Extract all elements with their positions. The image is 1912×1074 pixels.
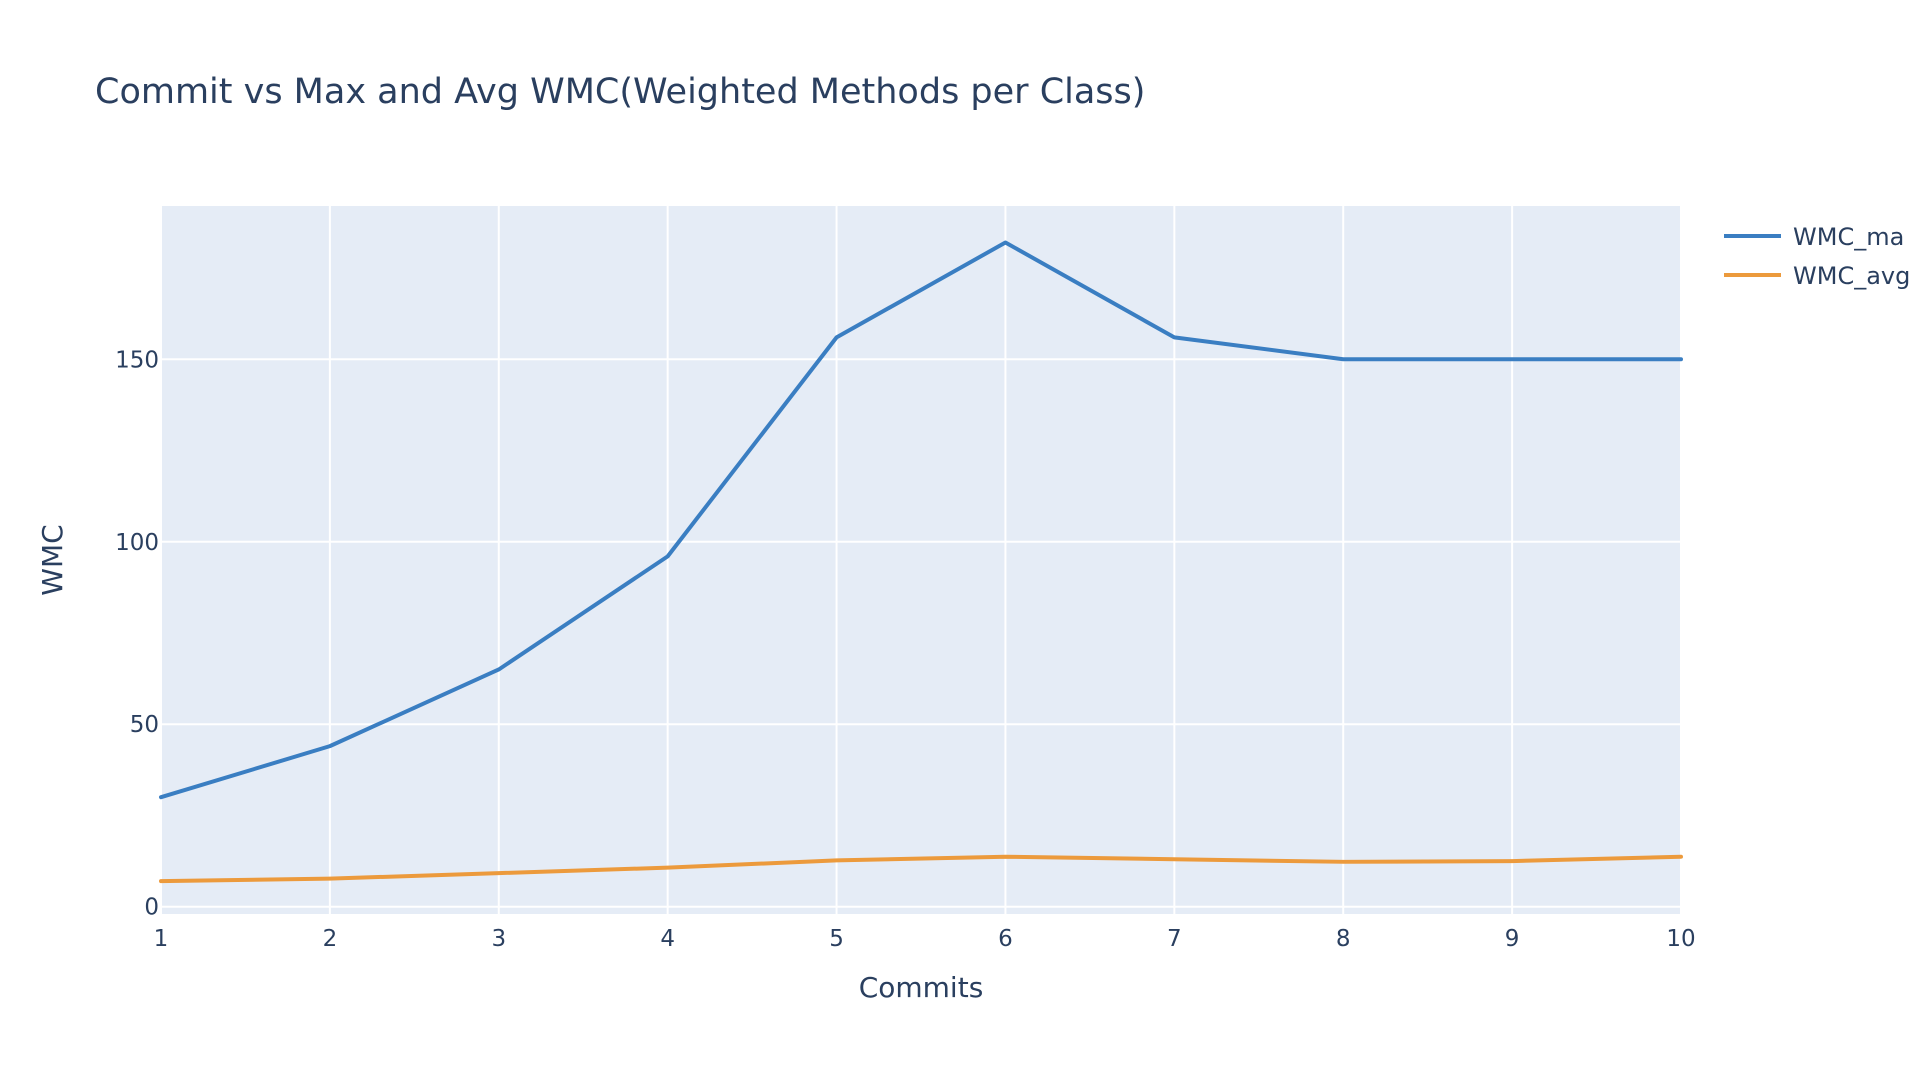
x-tick-label: 10 — [1666, 926, 1695, 952]
y-axis-ticks: 0 50 100 150 — [115, 347, 159, 920]
y-tick-label: 50 — [130, 712, 159, 738]
x-tick-label: 4 — [660, 926, 675, 952]
x-axis-title: Commits — [859, 971, 984, 1004]
series-layer — [159, 240, 1683, 884]
series-line-wmc-max — [159, 240, 1683, 800]
y-tick-label: 100 — [115, 530, 159, 556]
y-tick-label: 150 — [115, 347, 159, 373]
x-tick-label: 6 — [998, 926, 1013, 952]
x-tick-label: 5 — [829, 926, 844, 952]
x-tick-label: 1 — [154, 926, 169, 952]
plot-area — [161, 206, 1681, 914]
y-tick-label: 0 — [144, 895, 159, 921]
legend-label: WMC_ma — [1793, 223, 1904, 251]
y-axis-title: WMC — [36, 524, 69, 595]
legend-item[interactable]: WMC_ma — [1724, 223, 1904, 251]
legend-item[interactable]: WMC_avg — [1724, 262, 1910, 290]
x-tick-label: 2 — [323, 926, 338, 952]
series-line-wmc-avg — [159, 854, 1683, 884]
x-tick-label: 8 — [1336, 926, 1351, 952]
legend-label: WMC_avg — [1793, 262, 1910, 290]
x-tick-label: 9 — [1505, 926, 1520, 952]
x-tick-label: 3 — [491, 926, 506, 952]
chart-title: Commit vs Max and Avg WMC(Weighted Metho… — [95, 72, 1145, 112]
legend[interactable]: WMC_ma WMC_avg — [1724, 223, 1910, 290]
x-axis-ticks: 1 2 3 4 5 6 7 8 9 10 — [154, 926, 1696, 952]
x-tick-label: 7 — [1167, 926, 1182, 952]
